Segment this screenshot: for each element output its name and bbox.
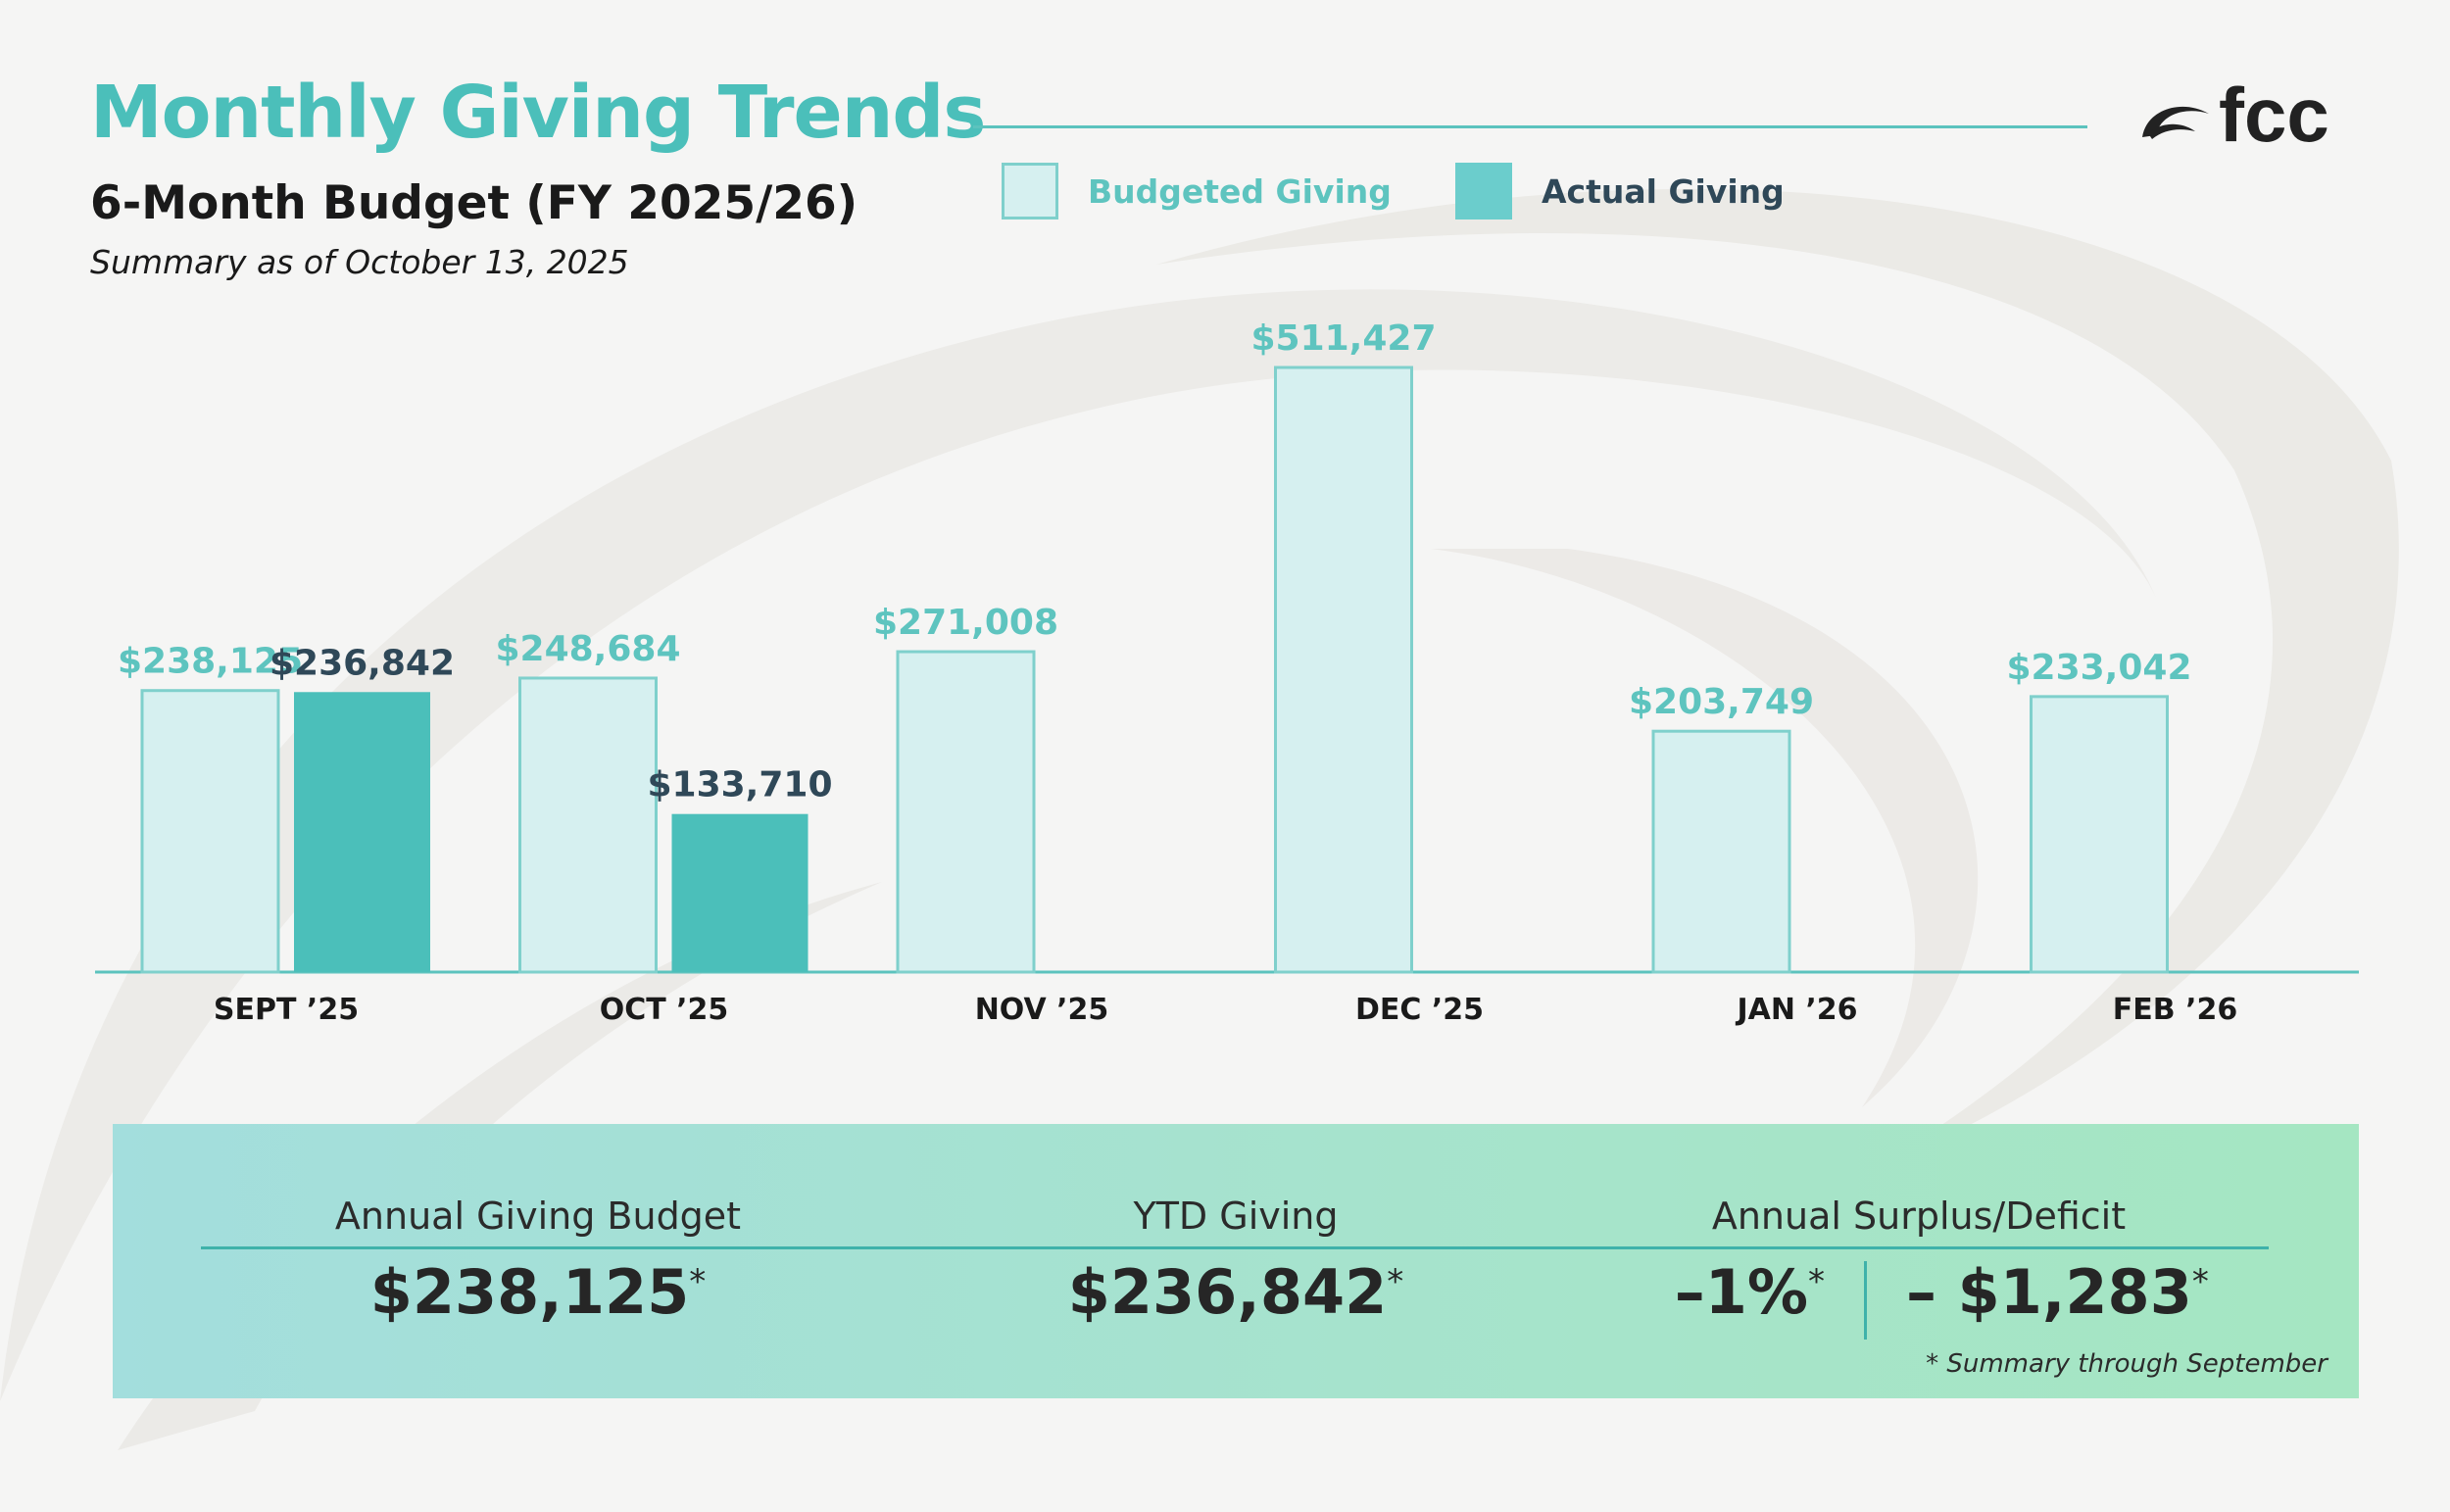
bar-label-actual: $133,710 [647,765,832,805]
summary-surplus-amount: – $1,283* [1906,1256,2209,1328]
header-rule [973,125,2087,128]
summary-surplus-percent: –1%* [1674,1256,1825,1328]
as-of-date: Summary as of October 13, 2025 [90,243,629,281]
summary-budget-label: Annual Giving Budget [334,1195,742,1238]
x-tick-label: DEC ’25 [1355,993,1484,1027]
summary-panel: Annual Giving Budget YTD Giving Annual S… [113,1124,2359,1398]
x-tick-label: OCT ’25 [600,993,729,1027]
summary-ytd-label: YTD Giving [1133,1195,1339,1238]
x-tick-label: JAN ’26 [1735,993,1857,1027]
bar-budgeted [896,650,1036,974]
bar-budgeted [1651,729,1791,974]
summary-ytd-value: $236,842* [1067,1256,1404,1328]
page-title: Monthly Giving Trends [90,71,986,155]
legend-actual: Actual Giving [1455,163,1785,219]
x-tick-label: NOV ’25 [975,993,1109,1027]
bar-label-budgeted: $511,427 [1250,318,1436,359]
summary-footnote: * Summary through September [1926,1349,2328,1379]
summary-rule [201,1246,2269,1249]
bar-label-budgeted: $248,684 [495,629,680,669]
bar-label-actual: $236,842 [270,643,455,683]
legend-swatch-actual [1455,163,1512,219]
x-tick-label: SEPT ’25 [214,993,359,1027]
giving-bar-chart: $238,125$236,842 SEPT ’25 $248,684 $133,710… [95,318,2359,1027]
bar-budgeted [140,689,280,974]
bar-budgeted [518,676,658,974]
legend-label-actual: Actual Giving [1542,171,1785,211]
bar-budgeted [1274,366,1413,974]
page-subtitle: 6-Month Budget (FY 2025/26) [90,176,858,230]
bar-actual [671,813,808,972]
bar-label-budgeted: $233,042 [2006,648,2191,688]
legend-budgeted: Budgeted Giving [1002,163,1392,219]
summary-surplus-label: Annual Surplus/Deficit [1711,1195,2127,1238]
summary-divider [1864,1261,1867,1340]
bar-budgeted [2030,695,2169,974]
bar-label-budgeted: $271,008 [873,603,1058,643]
summary-budget-value: $238,125* [369,1256,707,1328]
bar-label-budgeted: $238,125 [118,642,303,682]
logo-text: fcc [2219,74,2329,153]
legend-swatch-budgeted [1002,163,1058,219]
legend-label-budgeted: Budgeted Giving [1088,171,1392,211]
x-tick-label: FEB ’26 [2113,993,2237,1027]
bar-label-budgeted: $203,749 [1629,682,1814,722]
bar-actual [294,692,430,972]
fcc-logo: fcc [2142,74,2329,153]
